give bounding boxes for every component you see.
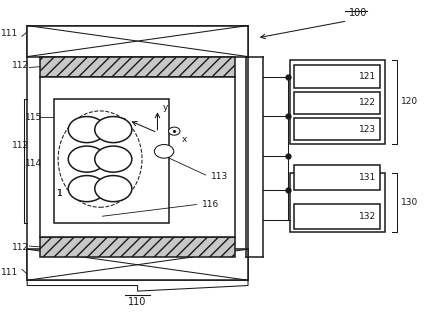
- Circle shape: [68, 146, 105, 172]
- Text: 112: 112: [12, 243, 29, 252]
- Text: 1: 1: [58, 189, 63, 198]
- Bar: [54, 99, 168, 223]
- Text: 114: 114: [25, 159, 42, 168]
- Text: 112: 112: [12, 61, 29, 71]
- Bar: [40, 77, 235, 237]
- Text: 131: 131: [359, 173, 376, 182]
- Bar: [290, 60, 385, 144]
- Bar: [294, 92, 381, 114]
- Bar: [290, 173, 385, 232]
- Text: 132: 132: [359, 212, 376, 221]
- Circle shape: [68, 117, 105, 143]
- Text: 113: 113: [210, 172, 228, 181]
- Text: 112: 112: [12, 141, 29, 150]
- Bar: [40, 237, 235, 257]
- Text: 115: 115: [25, 113, 42, 122]
- Circle shape: [168, 127, 180, 135]
- Circle shape: [68, 176, 105, 202]
- Text: 111: 111: [1, 268, 18, 277]
- Text: y: y: [163, 103, 168, 112]
- Text: 100: 100: [349, 8, 367, 18]
- Bar: [27, 26, 248, 280]
- Text: 1: 1: [58, 189, 63, 198]
- Circle shape: [95, 117, 132, 143]
- Bar: [294, 204, 381, 229]
- Text: 121: 121: [359, 72, 376, 81]
- Bar: [294, 65, 381, 88]
- Text: 122: 122: [359, 98, 376, 107]
- Text: 110: 110: [128, 297, 147, 307]
- Text: x: x: [182, 135, 187, 144]
- Bar: [294, 165, 381, 190]
- Bar: [27, 249, 248, 280]
- Ellipse shape: [58, 111, 142, 207]
- Circle shape: [154, 144, 174, 158]
- Bar: [40, 56, 235, 77]
- Text: 120: 120: [401, 97, 418, 106]
- Circle shape: [95, 146, 132, 172]
- Text: 111: 111: [1, 29, 18, 38]
- Text: z: z: [120, 116, 125, 125]
- Bar: [27, 26, 248, 56]
- Bar: [294, 118, 381, 140]
- Circle shape: [95, 176, 132, 202]
- Text: 130: 130: [401, 198, 419, 207]
- Text: 116: 116: [202, 200, 219, 209]
- Text: 123: 123: [359, 125, 376, 134]
